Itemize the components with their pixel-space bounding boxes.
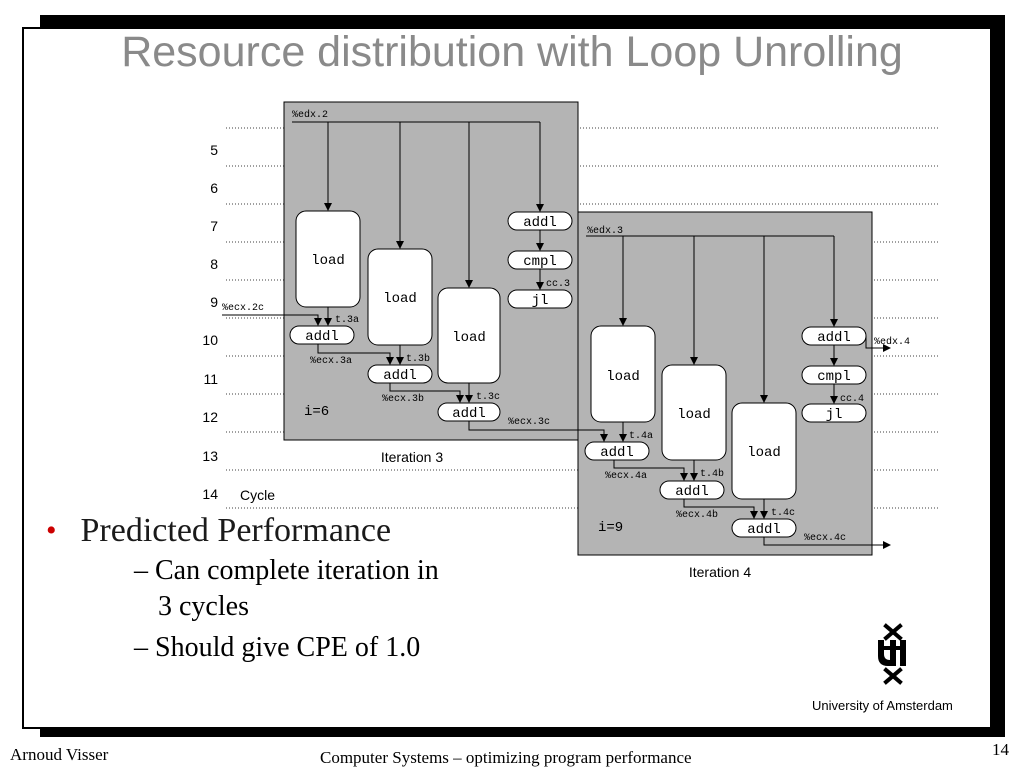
bullet-item: • Predicted Performance [46, 512, 506, 550]
addl-label: addl [600, 445, 634, 461]
load-label: load [452, 330, 486, 346]
bullet-dot-icon: • [46, 514, 57, 547]
ecx-value-label: %ecx.4b [676, 509, 718, 521]
temp-label: t.3a [335, 315, 359, 326]
slide-title: Resource distribution with Loop Unrollin… [121, 28, 903, 76]
load-label: load [383, 291, 417, 307]
jl-label: jl [532, 293, 549, 309]
iteration4-load-node [590, 325, 656, 423]
ecx-value-label: %ecx.4c [804, 533, 846, 544]
load-label: load [606, 369, 640, 385]
sub-bullet-text: – Should give CPE of 1.0 [134, 632, 421, 663]
cycle-number: 7 [210, 218, 218, 234]
iteration3-load-node [295, 210, 361, 308]
ecx-value-label: %ecx.3c [508, 417, 550, 428]
iteration-index-label: i=9 [598, 520, 623, 536]
addl-label: addl [305, 329, 339, 345]
cmpl-label: cmpl [817, 369, 851, 385]
iteration3-load-node [367, 248, 433, 346]
temp-label: t.3b [406, 353, 430, 365]
iteration4-addl-node [659, 480, 725, 500]
iteration3-addl-node [437, 402, 501, 422]
temp-label: t.4a [629, 431, 653, 442]
iteration4-addl-node [584, 441, 650, 461]
iteration4-cmpl-node [801, 365, 867, 385]
edx-output-label: %edx.4 [874, 336, 910, 348]
university-logo-icon [878, 623, 906, 685]
cycle-number: 14 [202, 486, 218, 502]
addl-label: addl [452, 406, 486, 422]
cycle-number: 8 [210, 256, 218, 272]
addl-label: addl [383, 368, 417, 384]
iteration4-addl-node [731, 518, 797, 538]
footer-author: Arnoud Visser [10, 745, 109, 764]
cmpl-label: cmpl [523, 254, 557, 270]
iteration3-load-node [437, 287, 501, 384]
temp-label: t.4b [700, 468, 724, 480]
jl-label: jl [826, 407, 843, 423]
iteration3-jl-node [507, 289, 573, 309]
iteration4-load-node [731, 402, 797, 500]
cycle-number: 12 [202, 409, 218, 425]
iteration3-addl-node [367, 364, 433, 384]
iteration-index-label: i=6 [304, 404, 329, 420]
cc-label: cc.3 [546, 279, 570, 290]
institution-name: University of Amsterdam [812, 698, 953, 713]
cc-label: cc.4 [840, 394, 864, 405]
iteration4-jl-node [801, 403, 867, 423]
iteration-caption: Iteration 3 [381, 449, 443, 465]
edx-register-label: %edx.2 [292, 109, 328, 121]
addl-label: addl [747, 522, 781, 538]
iteration3-addl-node [289, 325, 355, 345]
edx-register-label: %edx.3 [587, 225, 623, 237]
cycle-number: 11 [203, 371, 218, 387]
temp-label: t.3c [476, 392, 500, 403]
cycle-number: 10 [202, 332, 218, 348]
load-label: load [747, 445, 781, 461]
load-label: load [677, 407, 711, 423]
bullet-text: Predicted Performance [80, 512, 392, 549]
sub-bullet-continuation: 3 cycles [158, 591, 249, 622]
footer-course: Computer Systems – optimizing program pe… [320, 748, 692, 767]
ecx-value-label: %ecx.3b [382, 393, 424, 405]
addl-label: addl [675, 484, 709, 500]
cycle-number: 5 [210, 142, 218, 158]
iteration3-addl-edx-node [507, 211, 573, 231]
iteration4-load-node [661, 364, 727, 461]
sub-bullet-text: – Can complete iteration in [134, 555, 439, 586]
page-number: 14 [992, 740, 1009, 759]
cycle-axis-label: Cycle [240, 487, 275, 503]
bullet-list: • Predicted Performance – Can complete i… [46, 512, 506, 668]
ecx-value-label: %ecx.4a [605, 471, 647, 482]
load-label: load [311, 253, 345, 269]
addl-label: addl [817, 330, 851, 346]
iteration4-addl-edx-node [801, 326, 867, 346]
ecx-value-label: %ecx.3a [310, 356, 352, 367]
iteration3-cmpl-node [507, 250, 573, 270]
iteration-caption: Iteration 4 [689, 564, 751, 580]
cycle-number: 13 [202, 448, 218, 464]
ecx-input-label: %ecx.2c [222, 303, 264, 314]
addl-label: addl [523, 215, 557, 231]
temp-label: t.4c [771, 508, 795, 519]
cycle-number: 9 [210, 294, 218, 310]
cycle-number: 6 [210, 180, 218, 196]
